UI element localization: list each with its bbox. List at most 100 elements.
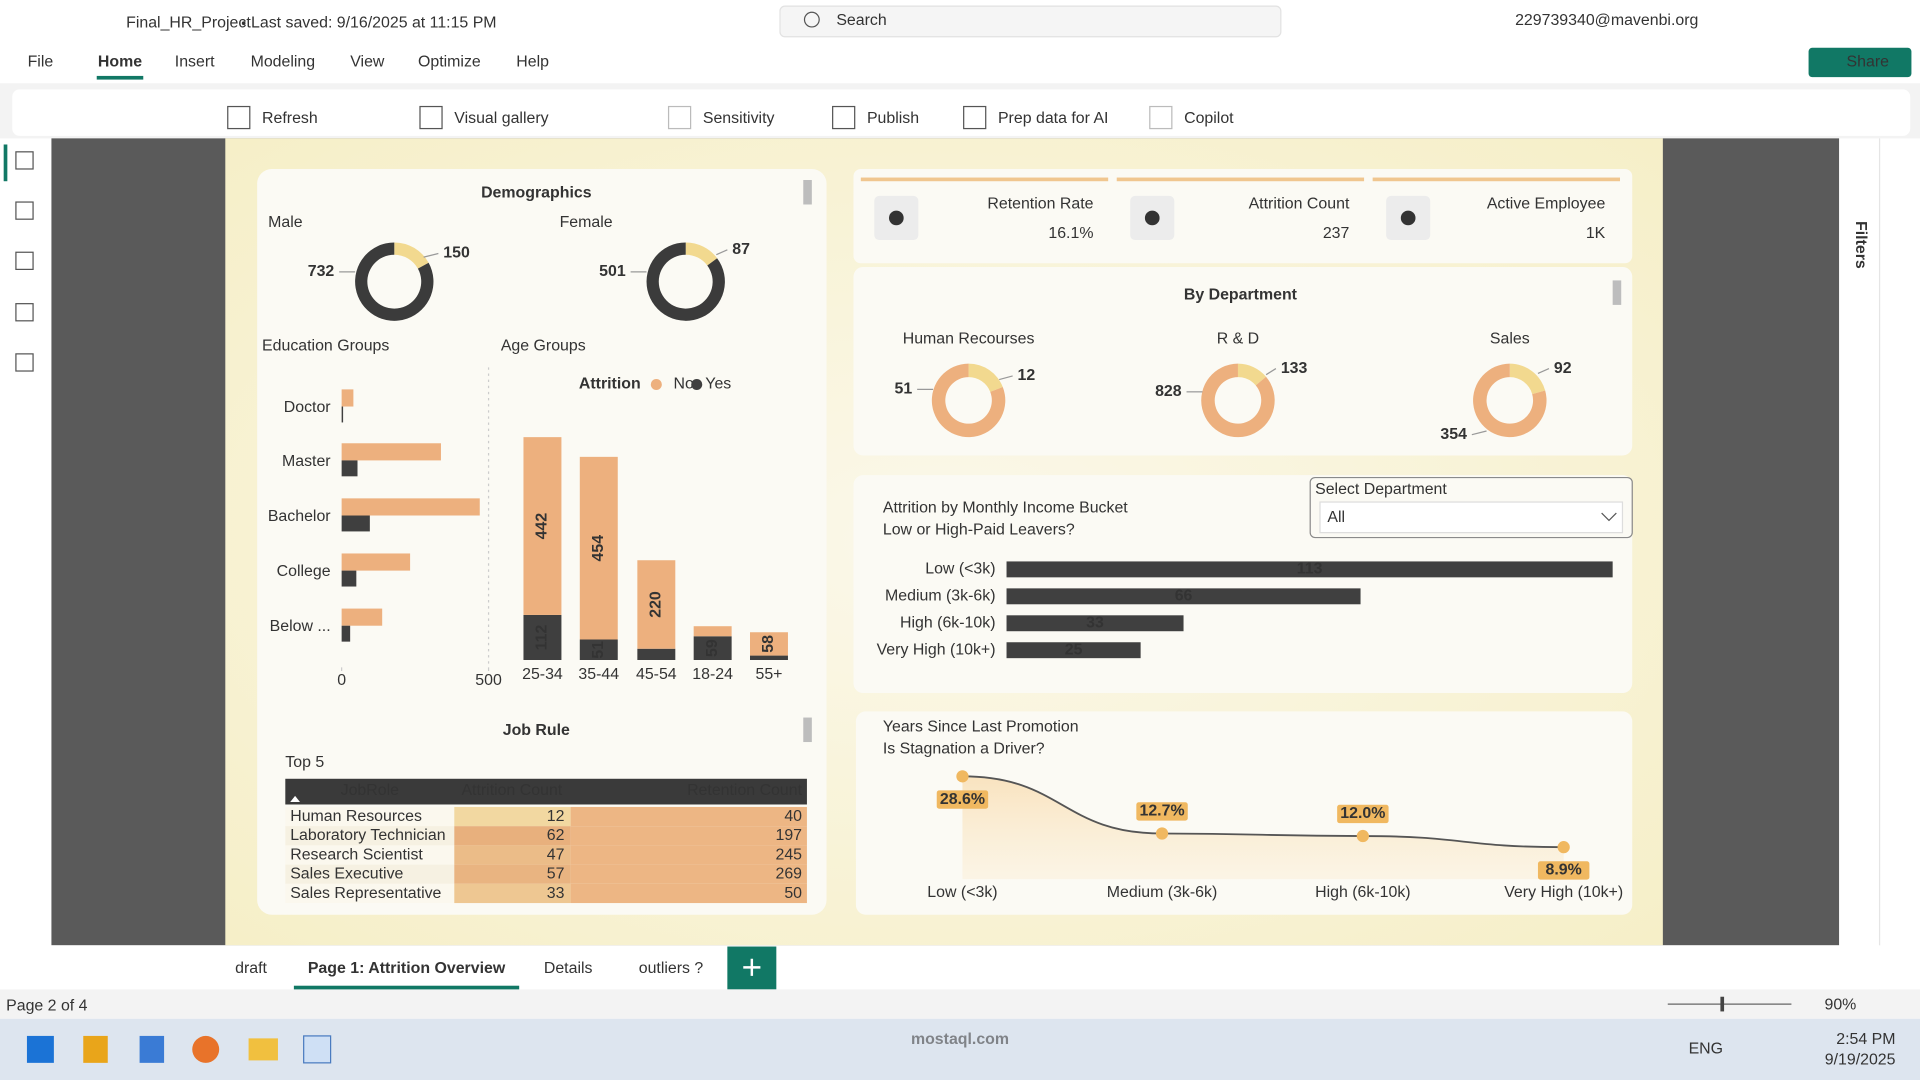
app-icon[interactable]	[248, 1038, 278, 1061]
table-cell	[454, 883, 571, 904]
donut-slice	[1237, 363, 1267, 386]
app-icon[interactable]	[83, 1035, 108, 1063]
separator-dot	[241, 21, 246, 26]
table-cell	[570, 826, 807, 846]
chart-subtitle: Low or High-Paid Leavers?	[883, 521, 1075, 538]
department-card	[853, 266, 1633, 456]
active-tab-underline	[293, 985, 520, 990]
app-icon[interactable]	[192, 1035, 220, 1063]
data-label: 112	[534, 624, 551, 650]
search-icon	[803, 11, 820, 28]
table-subtitle: Top 5	[285, 754, 324, 771]
table-header	[285, 778, 807, 805]
share-label[interactable]: Share	[1847, 54, 1890, 71]
data-label: 12.0%	[1340, 805, 1385, 822]
app-icon[interactable]	[139, 1035, 165, 1063]
bar	[341, 460, 358, 477]
column-header: JobRole	[341, 782, 400, 799]
card-title: Demographics	[481, 185, 592, 202]
bar	[341, 406, 344, 423]
menu-item[interactable]: Insert	[175, 54, 215, 71]
status-bar	[0, 989, 1920, 1019]
scrollbar[interactable]	[1612, 280, 1622, 305]
menu-item[interactable]: File	[28, 54, 54, 71]
table-cell	[570, 845, 807, 865]
cell-text: Sales Executive	[290, 866, 403, 883]
kpi-accent	[1372, 177, 1620, 182]
ribbon-button[interactable]: Prep data for AI	[998, 110, 1109, 127]
menu-item[interactable]: View	[350, 54, 385, 71]
donut-label: 828	[1155, 383, 1182, 400]
point	[1155, 827, 1169, 840]
scrollbar[interactable]	[803, 180, 812, 205]
slicer-dropdown[interactable]	[1319, 501, 1624, 534]
menu-item[interactable]: Modeling	[251, 54, 316, 71]
search-placeholder[interactable]: Search	[836, 12, 886, 29]
page-tab[interactable]: outliers ?	[639, 960, 704, 977]
report-view-icon[interactable]	[15, 151, 34, 170]
donut-label: 732	[308, 263, 335, 280]
chevron	[1601, 512, 1617, 522]
kpi-label: Attrition Count	[1249, 196, 1350, 213]
tmdl-view-icon[interactable]	[15, 353, 34, 372]
cell-text: Sales Representative	[290, 885, 441, 902]
zoom-thumb[interactable]	[1720, 996, 1725, 1012]
donut-label: 354	[1440, 426, 1467, 443]
cell-number: 33	[547, 885, 565, 902]
table-cell	[570, 864, 807, 884]
area	[962, 776, 1564, 880]
scrollbar[interactable]	[803, 717, 812, 743]
cell-text: Laboratory Technician	[290, 827, 445, 844]
group-label: Male	[268, 214, 303, 231]
ribbon-button[interactable]: Sensitivity	[703, 110, 775, 127]
ribbon-button[interactable]: Publish	[867, 110, 919, 127]
zoom-level[interactable]: 90%	[1824, 997, 1856, 1014]
line	[962, 775, 1564, 849]
menu-item[interactable]: Home	[98, 54, 142, 71]
ribbon-button[interactable]: Copilot	[1184, 110, 1234, 127]
page-indicator: Page 2 of 4	[6, 998, 88, 1015]
donut-label: 133	[1281, 360, 1308, 377]
category-label: Below ...	[270, 618, 331, 635]
data-label: 28.6%	[940, 791, 985, 808]
sort-icon	[290, 795, 300, 803]
category-label: 18-24	[692, 666, 733, 683]
model-view-icon[interactable]	[15, 251, 34, 270]
category-label: High (6k-10k)	[1315, 884, 1410, 901]
x-tick-label: 500	[475, 672, 502, 689]
cell-number: 62	[547, 827, 565, 844]
kpi-glyph	[1400, 210, 1416, 226]
page-tab[interactable]: draft	[235, 960, 267, 977]
page-tab[interactable]: Page 1: Attrition Overview	[308, 960, 506, 977]
label-box	[1537, 861, 1590, 880]
filters-pane[interactable]: Filters	[1852, 221, 1869, 269]
cell-number: 40	[784, 808, 802, 825]
ribbon-button[interactable]: Visual gallery	[454, 110, 548, 127]
table-view-icon[interactable]	[15, 201, 34, 220]
chart-title: Education Groups	[262, 338, 389, 355]
share-button[interactable]	[1808, 47, 1912, 78]
column-header: Retention Count	[687, 782, 803, 799]
card-title: Job Rule	[503, 722, 570, 739]
bar-segment	[523, 614, 562, 660]
kpi-accent	[860, 177, 1109, 182]
dax-view-icon[interactable]	[15, 303, 34, 322]
ribbon-button[interactable]: Refresh	[262, 110, 318, 127]
ribbon-icon	[1149, 105, 1173, 130]
category-label: Very High (10k+)	[1504, 884, 1623, 901]
nav-active	[3, 144, 8, 182]
app-icon[interactable]	[303, 1035, 332, 1064]
menu-item[interactable]: Optimize	[418, 54, 481, 71]
slicer-value[interactable]: All	[1327, 509, 1345, 526]
bar-segment	[579, 456, 618, 640]
kpi-value: 1K	[1586, 225, 1606, 242]
search-box[interactable]	[779, 5, 1282, 38]
menu-item[interactable]: Help	[516, 54, 549, 71]
account: 229739340@mavenbi.org	[1515, 12, 1698, 29]
donut-slice	[968, 363, 1003, 392]
bar-segment	[579, 639, 618, 660]
page-tab[interactable]: Details	[544, 960, 593, 977]
start-button[interactable]	[26, 1035, 54, 1063]
